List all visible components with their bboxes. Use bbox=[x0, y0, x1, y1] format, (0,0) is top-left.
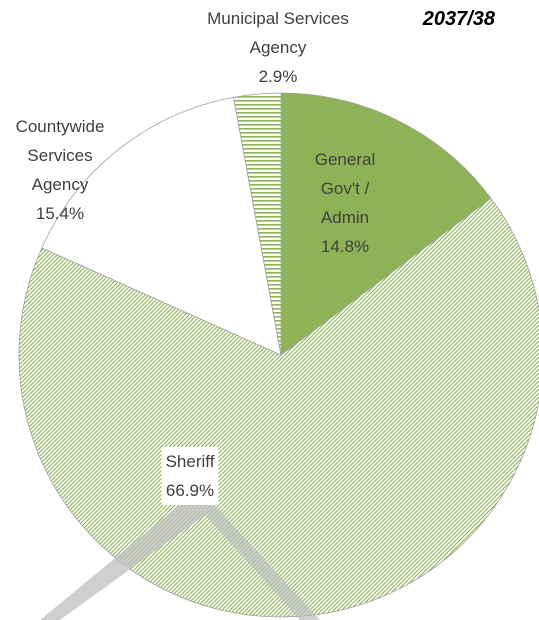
category-label: Sheriff bbox=[165, 452, 215, 471]
pie-slice bbox=[280, 92, 492, 356]
value-label: 2.9% bbox=[258, 67, 298, 86]
pie-slice bbox=[41, 96, 282, 356]
category-label: Municipal Services Agency bbox=[207, 9, 349, 57]
value-label: 66.9% bbox=[165, 481, 215, 500]
slice-label: Countywide Services Agency 15.4% bbox=[8, 112, 113, 228]
slice-label: General Gov't / Admin 14.8% bbox=[305, 145, 385, 261]
category-label: General Gov't / Admin bbox=[314, 150, 376, 227]
watermark bbox=[40, 492, 320, 620]
chart-title: 2037/38 bbox=[422, 8, 495, 30]
slice-label: Sheriff 66.9% bbox=[161, 447, 219, 505]
slice-label: Municipal Services Agency 2.9% bbox=[206, 4, 351, 91]
category-label: Countywide Services Agency bbox=[15, 117, 105, 194]
value-label: 14.8% bbox=[320, 237, 370, 256]
pie-slice bbox=[233, 92, 282, 356]
value-label: 15.4% bbox=[35, 204, 85, 223]
